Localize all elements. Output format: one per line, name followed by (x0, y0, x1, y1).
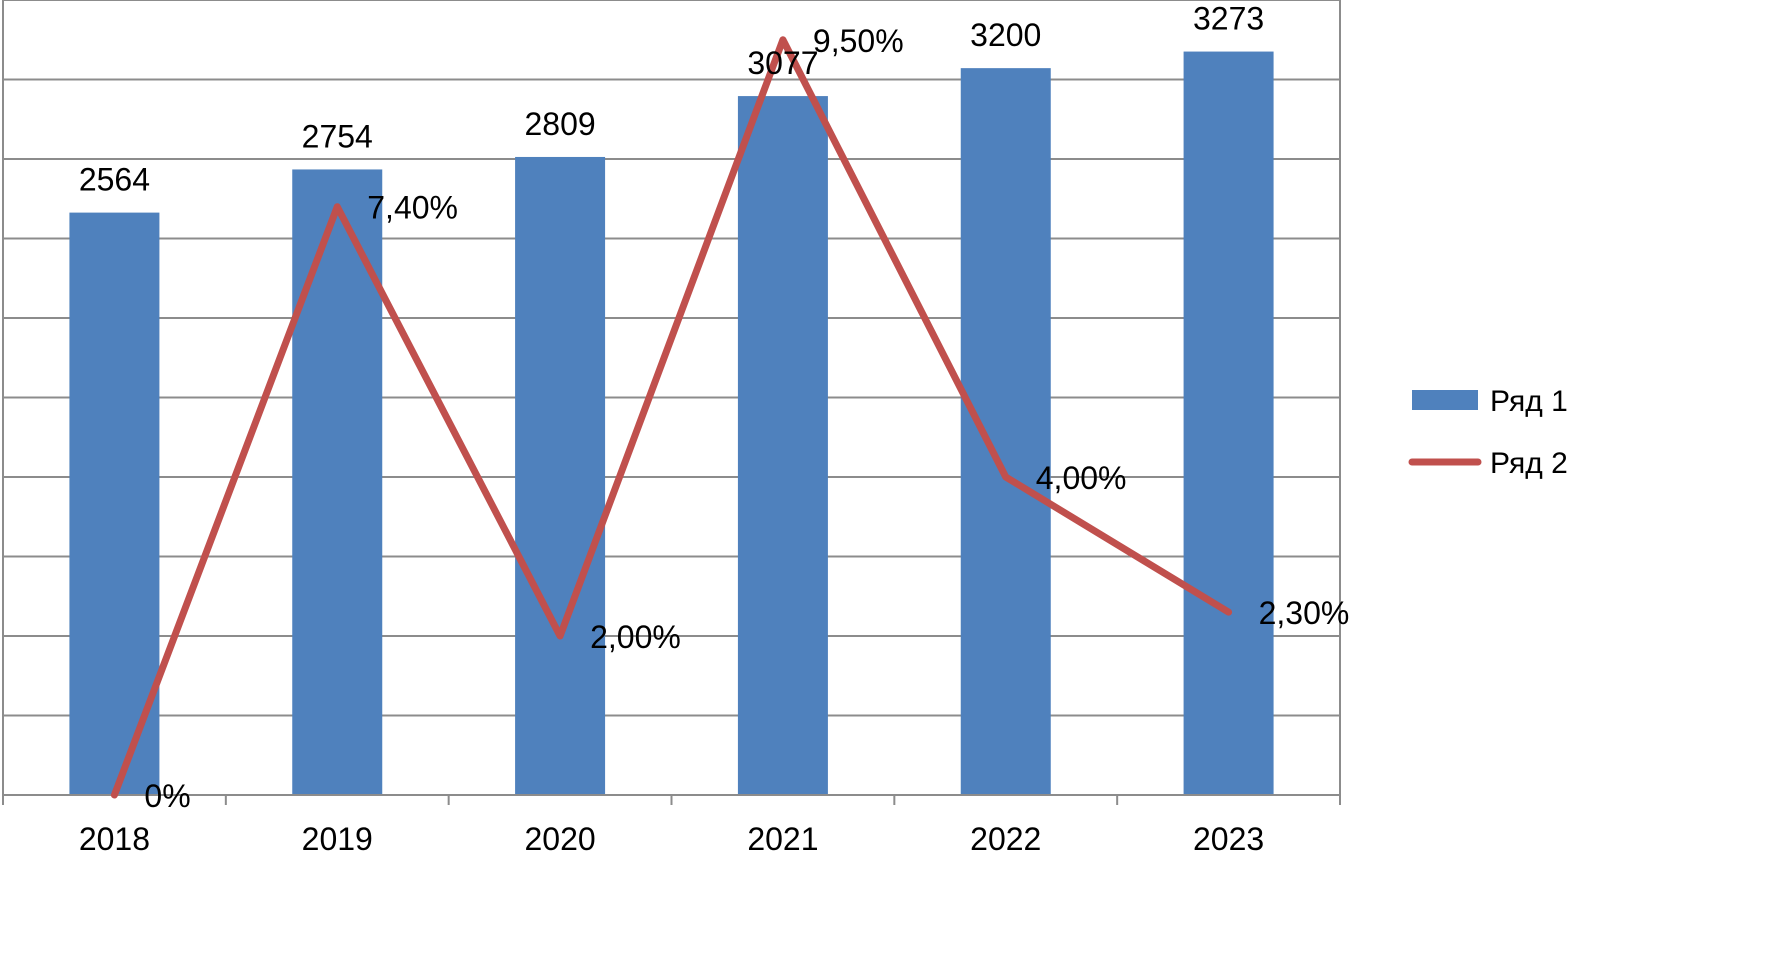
legend-label: Ряд 1 (1490, 385, 1568, 418)
line-data-label: 4,00% (1036, 460, 1127, 496)
bar-data-label: 2564 (79, 162, 150, 198)
line-data-label: 9,50% (813, 23, 904, 59)
line-series (110, 36, 1233, 799)
line-data-label: 7,40% (367, 190, 458, 226)
legend-swatch-bar (1412, 390, 1478, 410)
bar (515, 156, 606, 796)
bar (1183, 51, 1274, 796)
axes (2, 0, 1341, 805)
x-tick-label: 2020 (524, 821, 595, 857)
bar (737, 96, 828, 796)
x-tick-label: 2022 (970, 821, 1041, 857)
line-series-path (110, 36, 1233, 799)
bar-data-label: 2809 (524, 106, 595, 142)
legend-label: Ряд 2 (1490, 447, 1568, 480)
line-data-label: 0% (144, 778, 190, 814)
bar (960, 68, 1051, 795)
bar-data-label: 3077 (747, 45, 818, 81)
x-axis-tick-labels: 2018 2019 2020 2021 2022 2023 (79, 821, 1264, 857)
x-tick-label: 2019 (302, 821, 373, 857)
gridlines (3, 0, 1340, 717)
bar-data-label: 3273 (1193, 1, 1264, 37)
bar-series (69, 51, 1274, 796)
line-data-label: 2,00% (590, 619, 681, 655)
bar (292, 169, 383, 795)
bar-data-label: 3200 (970, 17, 1041, 53)
data-labels: 2564 2754 2809 3077 3200 3273 0% 7,40% 2,00% 9,50… (79, 1, 1349, 814)
bar (69, 212, 160, 795)
x-tick-label: 2023 (1193, 821, 1264, 857)
line-data-label: 2,30% (1259, 595, 1350, 631)
x-tick-label: 2021 (747, 821, 818, 857)
legend: Ряд 1 Ряд 2 (1408, 385, 1568, 480)
bar-data-label: 2754 (302, 118, 373, 154)
x-tick-label: 2018 (79, 821, 150, 857)
